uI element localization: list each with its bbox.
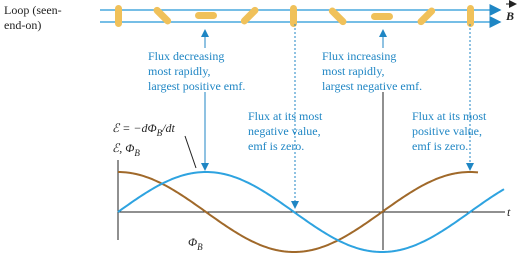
time-label: t bbox=[507, 205, 511, 219]
page: {"loop_label": {"lines": ["Loop (seen-",… bbox=[0, 0, 525, 253]
loop bbox=[115, 5, 122, 27]
loop bbox=[416, 6, 437, 27]
field-label: B bbox=[505, 9, 514, 23]
loop bbox=[290, 5, 297, 27]
loop bbox=[467, 5, 474, 27]
diagram: Loop (seen-end-on) B Flux decreasingmost… bbox=[0, 0, 525, 253]
loop bbox=[371, 13, 393, 20]
loop bbox=[152, 5, 173, 26]
equation: ℰ = −dΦB/dt bbox=[112, 121, 175, 138]
axis-label: ℰ, ΦB bbox=[112, 141, 140, 158]
loop-label: Loop (seen-end-on) bbox=[4, 3, 62, 32]
loop bbox=[327, 6, 348, 27]
flux-label: ΦB bbox=[188, 235, 203, 252]
loop bbox=[239, 5, 260, 26]
loops bbox=[115, 5, 474, 27]
loop bbox=[195, 12, 217, 19]
pointer bbox=[185, 136, 196, 168]
